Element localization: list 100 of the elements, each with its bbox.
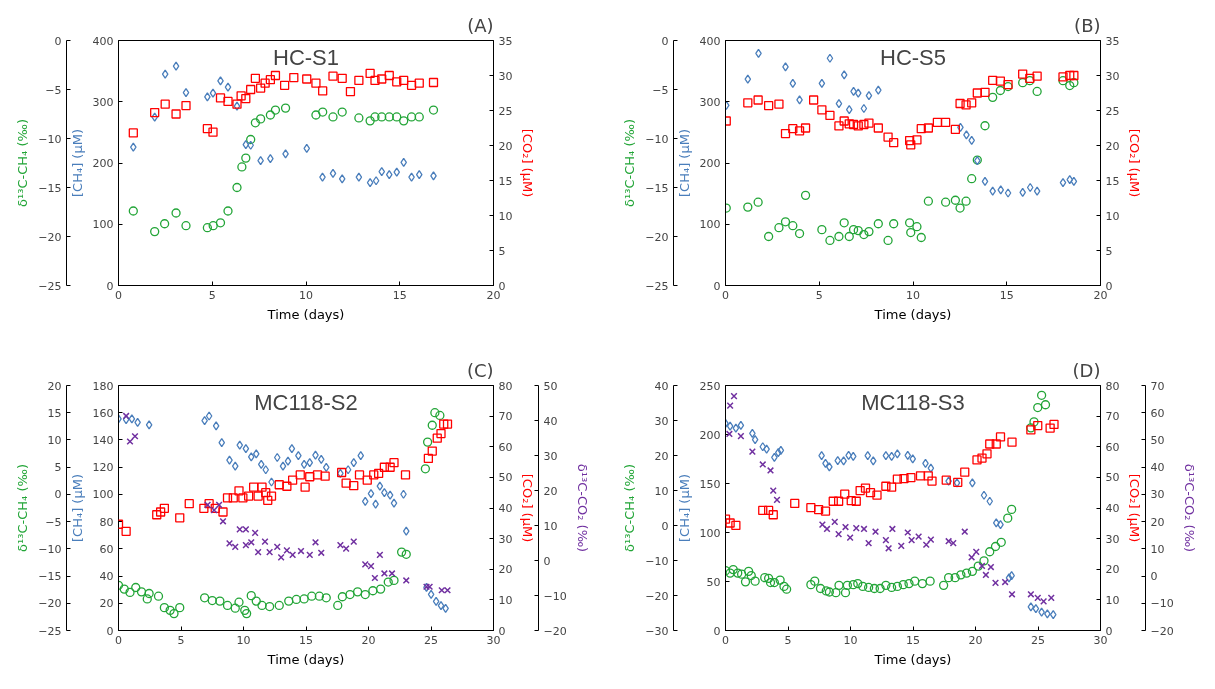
point bbox=[390, 498, 398, 508]
point bbox=[341, 478, 351, 488]
point bbox=[250, 118, 261, 128]
point bbox=[859, 119, 869, 130]
point bbox=[763, 100, 774, 111]
y3-tick-label: 30 bbox=[654, 414, 669, 428]
point bbox=[882, 450, 890, 461]
point bbox=[916, 232, 926, 243]
point bbox=[855, 485, 865, 496]
point bbox=[743, 566, 754, 576]
point bbox=[392, 77, 402, 87]
point bbox=[250, 73, 261, 83]
point bbox=[402, 526, 410, 536]
point bbox=[349, 480, 359, 491]
point bbox=[119, 584, 129, 594]
point bbox=[355, 172, 363, 182]
point bbox=[337, 592, 348, 602]
y2-tick-label: 60 bbox=[1150, 406, 1165, 420]
point bbox=[1032, 603, 1040, 614]
point bbox=[400, 489, 407, 499]
y2-tick-label: −10 bbox=[543, 589, 567, 603]
point bbox=[284, 456, 292, 466]
point bbox=[384, 112, 394, 122]
point bbox=[399, 75, 409, 86]
point bbox=[243, 491, 254, 501]
point bbox=[202, 223, 213, 233]
point bbox=[906, 140, 916, 150]
point bbox=[257, 459, 265, 470]
point bbox=[333, 600, 343, 611]
point bbox=[199, 593, 210, 603]
point bbox=[853, 121, 863, 131]
y-tick-label: 50 bbox=[706, 575, 721, 589]
point bbox=[906, 473, 916, 483]
point bbox=[997, 185, 1005, 195]
point bbox=[232, 182, 242, 193]
point bbox=[780, 128, 791, 139]
point bbox=[886, 582, 897, 593]
y3-tick-label: −10 bbox=[645, 554, 669, 568]
point bbox=[968, 135, 975, 145]
point bbox=[372, 176, 380, 186]
point bbox=[222, 493, 233, 503]
point bbox=[128, 128, 138, 138]
point bbox=[831, 588, 841, 598]
point bbox=[1044, 609, 1051, 619]
point bbox=[207, 595, 217, 606]
point bbox=[165, 605, 175, 615]
point bbox=[869, 583, 880, 594]
point bbox=[860, 103, 868, 114]
y-tick-label: 200 bbox=[92, 157, 114, 170]
point bbox=[854, 88, 862, 98]
point bbox=[273, 452, 281, 463]
point bbox=[226, 455, 233, 465]
point bbox=[763, 231, 774, 242]
point bbox=[372, 499, 379, 509]
y3-tick-label: 0 bbox=[54, 488, 62, 502]
point bbox=[428, 77, 439, 88]
point bbox=[859, 229, 869, 240]
point bbox=[910, 576, 920, 586]
point bbox=[915, 533, 923, 541]
y2-tick-label: 0 bbox=[543, 554, 551, 568]
point bbox=[427, 589, 435, 599]
point bbox=[749, 428, 756, 438]
y3-tick-label: −10 bbox=[38, 132, 62, 146]
point bbox=[848, 225, 859, 235]
point bbox=[997, 520, 1004, 530]
point bbox=[763, 505, 774, 516]
point bbox=[1018, 78, 1028, 88]
point bbox=[312, 450, 319, 460]
point bbox=[302, 74, 312, 84]
point bbox=[279, 461, 287, 471]
point bbox=[306, 458, 314, 468]
point bbox=[386, 490, 394, 500]
point bbox=[253, 491, 263, 501]
point bbox=[882, 536, 890, 544]
point bbox=[806, 580, 816, 590]
point bbox=[769, 577, 780, 588]
y3-axis-title: δ¹³C-CH₄ (‰) bbox=[15, 464, 31, 552]
point bbox=[435, 410, 445, 421]
point bbox=[794, 126, 805, 136]
y3-tick-label: 0 bbox=[54, 34, 62, 48]
point bbox=[846, 496, 856, 506]
y2-tick-label: 15 bbox=[498, 174, 513, 188]
y-tick-label: 80 bbox=[99, 515, 114, 529]
point bbox=[401, 549, 411, 559]
point bbox=[237, 162, 247, 172]
point bbox=[427, 420, 437, 430]
x-tick-label: 15 bbox=[392, 288, 407, 302]
point bbox=[352, 587, 363, 597]
y-tick-label: 40 bbox=[1105, 502, 1120, 515]
point bbox=[840, 456, 847, 466]
point bbox=[743, 98, 753, 108]
point bbox=[828, 496, 838, 506]
x-tick-label: 5 bbox=[784, 633, 792, 647]
point bbox=[746, 570, 756, 581]
point bbox=[771, 452, 778, 462]
y3-tick-label: 15 bbox=[47, 406, 62, 420]
y3-tick-label: 10 bbox=[47, 433, 62, 447]
point bbox=[768, 510, 778, 520]
point bbox=[1027, 602, 1035, 612]
point bbox=[864, 450, 872, 461]
